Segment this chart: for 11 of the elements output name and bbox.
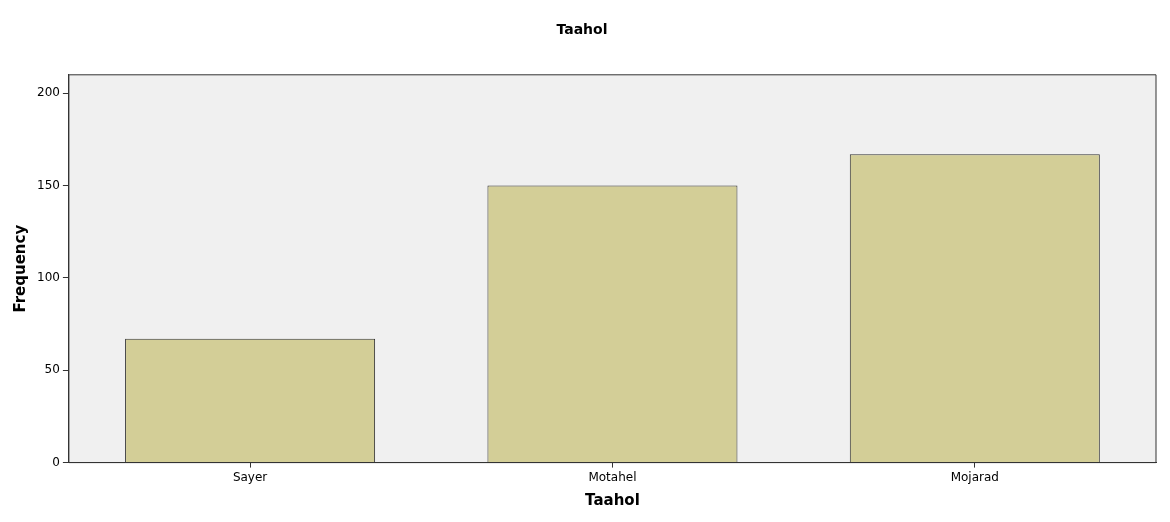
y-tick-label: 0 <box>52 454 60 469</box>
x-axis-title: Taahol <box>585 490 640 509</box>
y-tick-label: 200 <box>37 85 60 100</box>
y-tick-label: 100 <box>37 270 60 285</box>
y-tick-label: 50 <box>44 362 60 377</box>
y-axis-title: Frequency <box>10 224 29 313</box>
x-tick-label: Motahel <box>588 469 637 484</box>
y-tick-label: 150 <box>37 177 60 192</box>
x-tick-label: Sayer <box>232 469 268 484</box>
chart-title: Taahol <box>556 21 608 38</box>
x-tick-label: Mojarad <box>950 469 999 484</box>
